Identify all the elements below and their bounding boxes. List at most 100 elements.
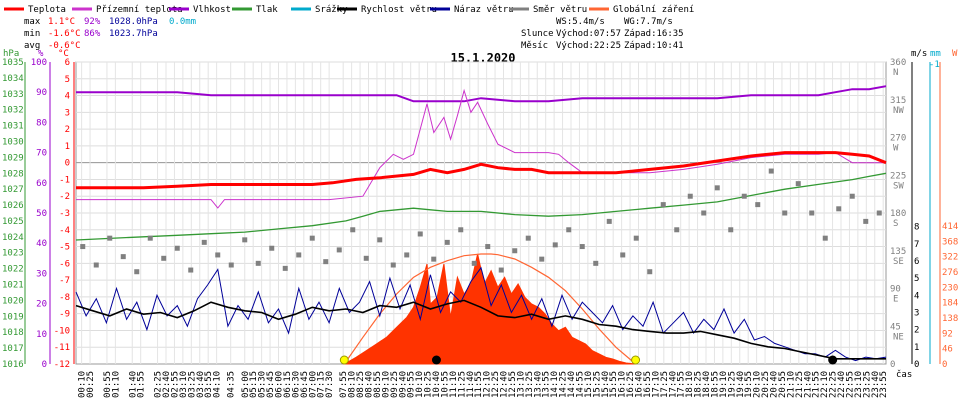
grid — [75, 61, 887, 365]
c-tick-label: 2 — [65, 125, 70, 135]
wind-direction-point — [579, 244, 585, 250]
w-tick-label: 184 — [942, 299, 958, 309]
dir-tick-name: S — [893, 219, 898, 229]
time-tick-label: 11:10 — [449, 371, 459, 398]
sun-rise: Východ:07:57 — [556, 29, 621, 39]
wind-direction-point — [674, 227, 680, 233]
time-tick-label: 23:10 — [854, 371, 864, 398]
time-tick-label: 18:25 — [694, 371, 704, 398]
time-tick-label: 02:40 — [162, 371, 172, 398]
time-tick-label: 13:40 — [533, 371, 543, 398]
legend-label-pocitova: Přízemní teplota — [96, 5, 183, 15]
stats-min-hum: 86% — [84, 29, 101, 39]
dir-tick-label: 135 — [890, 247, 906, 257]
pct-tick-label: 80 — [36, 118, 47, 128]
legend-label-tlak: Tlak — [256, 5, 278, 15]
c-tick-label: -10 — [54, 326, 70, 336]
wind-direction-point — [876, 210, 882, 216]
time-tick-label: 14:10 — [550, 371, 560, 398]
time-tick-label: 18:10 — [685, 371, 695, 398]
hpa-tick-label: 1018 — [2, 328, 24, 338]
wind-direction-point — [714, 185, 720, 191]
time-tick-label: 05:45 — [266, 371, 276, 398]
time-tick-label: 10:40 — [432, 371, 442, 398]
pct-tick-label: 50 — [36, 209, 47, 219]
time-tick-label: 01:55 — [137, 371, 147, 398]
axis-unit-ms: m/s — [911, 49, 927, 59]
wind-direction-point — [458, 227, 464, 233]
wind-direction-point — [552, 242, 558, 248]
time-tick-label: 23:25 — [862, 371, 872, 398]
stats-min-label: min — [24, 29, 40, 39]
time-tick-label: 08:25 — [356, 371, 366, 398]
time-tick-label: 15:25 — [592, 371, 602, 398]
time-tick-label: 15:10 — [584, 371, 594, 398]
hpa-tick-label: 1019 — [2, 312, 24, 322]
wind-direction-point — [849, 193, 855, 199]
time-tick-label: 08:10 — [348, 371, 358, 398]
time-tick-label: 20:55 — [778, 371, 788, 398]
wind-direction-point — [795, 181, 801, 187]
wind-direction-point — [768, 168, 774, 174]
moon-label: Měsíc — [521, 41, 548, 51]
ms-tick-label: 0 — [914, 360, 919, 370]
time-tick-label: 22:40 — [837, 371, 847, 398]
time-tick-label: 15:55 — [609, 371, 619, 398]
time-tick-label: 23:55 — [879, 371, 889, 398]
time-tick-label: 16:55 — [643, 371, 653, 398]
axis-unit-hpa: hPa — [3, 49, 19, 59]
time-tick-label: 15:40 — [601, 371, 611, 398]
wind-direction-point — [269, 245, 275, 251]
dir-tick-label: 180 — [890, 209, 906, 219]
wind-direction-point — [188, 267, 194, 273]
wind-direction-point — [606, 218, 612, 224]
axis-unit-mm: mm — [930, 49, 941, 59]
w-tick-label: 0 — [942, 360, 947, 370]
sunset-marker — [631, 355, 641, 365]
pct-tick-label: 40 — [36, 239, 47, 249]
stats-max-label: max — [24, 17, 41, 27]
wind-direction-point — [282, 265, 288, 271]
legend-label-naraz: Náraz větru — [454, 5, 514, 15]
time-tick-label: 01:10 — [111, 371, 121, 398]
time-tick-label: 19:25 — [727, 371, 737, 398]
ms-tick-label: 3 — [914, 308, 919, 318]
sun-label: Slunce — [521, 29, 554, 39]
wind-wg: WG:7.7m/s — [624, 17, 673, 27]
series-rychlost — [75, 299, 886, 360]
c-tick-label: -9 — [59, 310, 70, 320]
ms-tick-label: 7 — [914, 240, 919, 250]
c-tick-label: 6 — [65, 58, 70, 68]
wind-direction-point — [255, 260, 261, 266]
time-tick-label: 14:55 — [575, 371, 585, 398]
c-tick-label: -5 — [59, 243, 70, 253]
series-layer — [75, 85, 887, 362]
time-tick-label: 20:25 — [761, 371, 771, 398]
hpa-tick-label: 1031 — [2, 122, 24, 132]
time-tick-label: 05:15 — [249, 371, 259, 398]
dir-tick-name: NW — [893, 106, 904, 116]
hpa-tick-label: 1034 — [2, 74, 24, 84]
time-tick-label: 12:10 — [483, 371, 493, 398]
moon-rise: Východ:22:25 — [556, 41, 621, 51]
wind-direction-point — [93, 262, 99, 268]
wind-direction-point — [161, 255, 167, 261]
dir-tick-name: SE — [893, 257, 904, 267]
time-tick-label: 11:25 — [457, 371, 467, 398]
wind-direction-point — [350, 227, 356, 233]
moonset-marker — [431, 355, 441, 365]
sunrise-marker — [339, 355, 349, 365]
c-tick-label: -12 — [54, 360, 70, 370]
wind-direction-point — [215, 252, 221, 258]
wind-direction-point — [120, 254, 126, 260]
time-tick-label: 02:55 — [170, 371, 180, 398]
w-tick-label: 92 — [942, 329, 953, 339]
time-tick-label: 21:40 — [803, 371, 813, 398]
time-tick-label: 09:10 — [381, 371, 391, 398]
c-tick-label: -2 — [59, 192, 70, 202]
time-tick-label: 19:55 — [744, 371, 754, 398]
wind-direction-point — [593, 260, 599, 266]
time-tick-label: 14:25 — [559, 371, 569, 398]
series-tlak — [75, 172, 887, 241]
radiation-layer — [342, 253, 636, 365]
